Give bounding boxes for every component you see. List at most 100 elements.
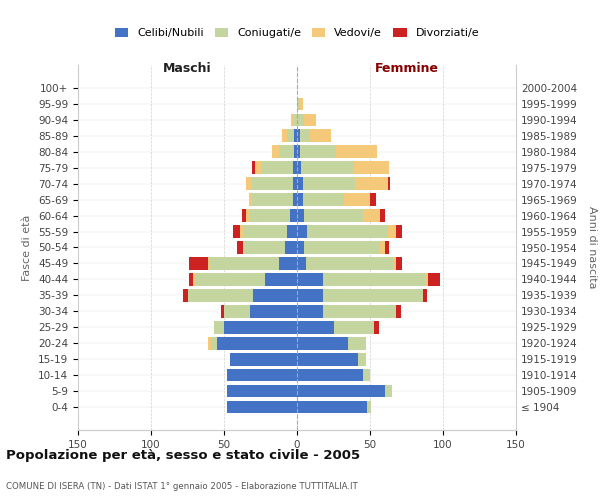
Bar bbox=[244, 242, 286, 254]
Bar bbox=[217, 337, 297, 349]
Bar bbox=[362, 210, 380, 222]
Text: Maschi: Maschi bbox=[163, 62, 212, 75]
Bar bbox=[297, 162, 301, 174]
Bar bbox=[240, 226, 243, 238]
Bar bbox=[243, 226, 287, 238]
Bar bbox=[334, 321, 374, 334]
Bar bbox=[227, 385, 297, 398]
Bar bbox=[214, 321, 224, 334]
Bar bbox=[208, 257, 209, 270]
Bar bbox=[385, 242, 389, 254]
Bar bbox=[300, 130, 310, 142]
Bar bbox=[304, 242, 380, 254]
Bar bbox=[348, 337, 365, 349]
Bar bbox=[303, 178, 355, 190]
Bar bbox=[297, 178, 303, 190]
Bar bbox=[304, 114, 316, 126]
Bar bbox=[189, 273, 193, 285]
Bar bbox=[293, 178, 297, 190]
Bar bbox=[249, 210, 290, 222]
Bar bbox=[297, 305, 323, 318]
Bar bbox=[304, 210, 363, 222]
Bar bbox=[286, 242, 297, 254]
Bar bbox=[297, 210, 304, 222]
Bar bbox=[208, 337, 211, 349]
Bar bbox=[297, 242, 304, 254]
Bar bbox=[300, 146, 337, 158]
Bar bbox=[224, 321, 297, 334]
Bar bbox=[246, 210, 249, 222]
Bar bbox=[297, 273, 323, 285]
Bar bbox=[283, 130, 287, 142]
Bar bbox=[294, 130, 297, 142]
Bar bbox=[297, 114, 304, 126]
Bar bbox=[252, 162, 254, 174]
Bar bbox=[254, 162, 260, 174]
Bar bbox=[246, 178, 252, 190]
Bar bbox=[195, 273, 265, 285]
Bar bbox=[237, 242, 243, 254]
Bar bbox=[385, 385, 392, 398]
Bar bbox=[297, 226, 307, 238]
Bar bbox=[380, 210, 385, 222]
Bar bbox=[394, 257, 396, 270]
Bar bbox=[287, 226, 297, 238]
Bar bbox=[362, 369, 370, 382]
Bar bbox=[233, 226, 240, 238]
Bar bbox=[297, 98, 300, 110]
Bar bbox=[221, 305, 224, 318]
Bar bbox=[209, 257, 280, 270]
Bar bbox=[294, 114, 297, 126]
Bar bbox=[189, 257, 208, 270]
Bar bbox=[227, 401, 297, 413]
Bar bbox=[388, 178, 391, 190]
Bar bbox=[243, 242, 244, 254]
Bar bbox=[337, 146, 377, 158]
Bar bbox=[297, 257, 306, 270]
Bar bbox=[265, 273, 297, 285]
Bar bbox=[301, 162, 354, 174]
Bar bbox=[396, 257, 402, 270]
Y-axis label: Fasce di età: Fasce di età bbox=[22, 214, 32, 280]
Bar bbox=[272, 146, 280, 158]
Bar bbox=[344, 194, 370, 206]
Bar bbox=[422, 289, 427, 302]
Bar bbox=[297, 321, 334, 334]
Bar bbox=[183, 289, 187, 302]
Bar bbox=[297, 130, 300, 142]
Bar bbox=[396, 226, 402, 238]
Bar bbox=[307, 226, 388, 238]
Bar bbox=[297, 369, 362, 382]
Bar bbox=[280, 146, 294, 158]
Bar bbox=[280, 257, 297, 270]
Bar bbox=[303, 194, 344, 206]
Bar bbox=[242, 210, 246, 222]
Bar bbox=[300, 98, 303, 110]
Bar bbox=[374, 321, 379, 334]
Bar bbox=[230, 353, 297, 366]
Bar bbox=[294, 146, 297, 158]
Bar bbox=[380, 242, 385, 254]
Bar bbox=[291, 114, 294, 126]
Y-axis label: Anni di nascita: Anni di nascita bbox=[587, 206, 597, 289]
Bar bbox=[249, 194, 252, 206]
Bar bbox=[227, 369, 297, 382]
Bar bbox=[293, 194, 297, 206]
Bar bbox=[252, 178, 293, 190]
Bar bbox=[358, 353, 365, 366]
Bar bbox=[287, 130, 294, 142]
Bar bbox=[297, 194, 303, 206]
Bar bbox=[310, 130, 331, 142]
Bar bbox=[355, 178, 388, 190]
Bar bbox=[323, 289, 422, 302]
Bar bbox=[293, 162, 297, 174]
Bar bbox=[367, 401, 371, 413]
Bar bbox=[250, 305, 297, 318]
Bar bbox=[211, 337, 217, 349]
Bar bbox=[252, 194, 293, 206]
Bar bbox=[297, 146, 300, 158]
Bar bbox=[297, 401, 367, 413]
Bar bbox=[187, 289, 253, 302]
Bar bbox=[428, 273, 440, 285]
Bar bbox=[323, 273, 425, 285]
